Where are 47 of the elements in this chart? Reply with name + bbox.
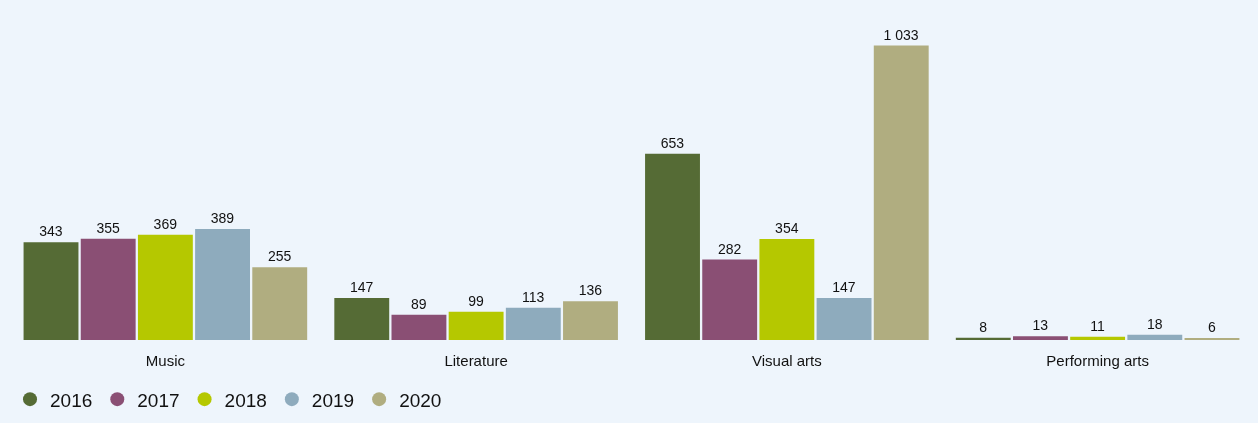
bar xyxy=(563,301,618,340)
bar xyxy=(873,45,929,340)
data-label: 136 xyxy=(578,282,603,299)
data-label: 113 xyxy=(522,288,545,305)
bar xyxy=(195,229,250,340)
legend-label: 2019 xyxy=(311,389,355,411)
data-label: 389 xyxy=(210,210,235,227)
data-label: 6 xyxy=(1207,319,1216,335)
bar xyxy=(391,314,447,340)
bar xyxy=(334,298,390,340)
data-label: 147 xyxy=(832,279,856,296)
bar xyxy=(645,153,700,340)
data-label: 282 xyxy=(717,240,742,257)
data-label: 11 xyxy=(1090,317,1105,334)
data-label: 343 xyxy=(39,223,63,240)
data-label: 653 xyxy=(660,134,685,151)
bar xyxy=(137,234,193,340)
x-tick-label: Music xyxy=(145,352,186,369)
data-label: 354 xyxy=(775,220,799,237)
data-label: 369 xyxy=(153,215,178,232)
data-label: 255 xyxy=(267,248,292,265)
x-tick-label: Literature xyxy=(444,352,508,369)
bar xyxy=(252,267,308,340)
data-label: 13 xyxy=(1032,317,1049,334)
legend-label: 2018 xyxy=(224,389,267,411)
bar xyxy=(23,242,79,340)
bar xyxy=(505,307,561,340)
data-label: 8 xyxy=(979,318,988,335)
x-tick-label: Performing arts xyxy=(1046,352,1149,369)
bar xyxy=(702,259,758,340)
bar xyxy=(759,239,815,340)
bar xyxy=(1070,336,1126,340)
x-tick-label: Visual arts xyxy=(752,352,822,369)
bar xyxy=(448,311,504,340)
data-label: 355 xyxy=(96,219,120,236)
legend-label: 2017 xyxy=(137,389,180,411)
legend-label: 2016 xyxy=(50,389,93,411)
data-label: 1 033 xyxy=(883,26,919,43)
data-label: 99 xyxy=(468,292,485,309)
legend-label: 2020 xyxy=(399,389,442,411)
data-label: 18 xyxy=(1146,315,1163,332)
bar xyxy=(1013,336,1068,340)
bar xyxy=(816,298,872,340)
bar xyxy=(1127,334,1183,340)
data-label: 147 xyxy=(349,279,374,296)
data-label: 89 xyxy=(411,295,427,312)
bar xyxy=(80,238,136,340)
